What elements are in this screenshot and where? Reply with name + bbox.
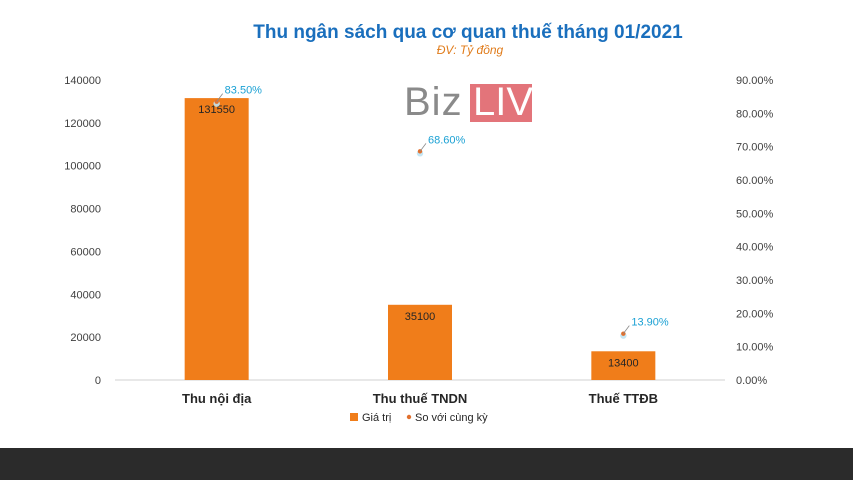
- y-axis-right: 0.00% 10.00% 20.00% 30.00% 40.00% 50.00% 60.00…: [736, 75, 774, 387]
- point-value-label: 83.50%: [225, 85, 263, 97]
- x-axis-categories: Thu nội địa Thu thuế TNDN Thuế TTĐB: [182, 391, 658, 406]
- bar-series: 131550 35100 13400: [184, 98, 656, 380]
- bar-value-label: 13400: [608, 357, 639, 369]
- category-label: Thu thuế TNDN: [373, 391, 468, 406]
- category-label: Thu nội địa: [182, 391, 252, 406]
- y-right-tick-label: 0.00%: [736, 375, 767, 387]
- y-left-tick-label: 20000: [70, 332, 101, 344]
- y-left-tick-label: 140000: [64, 75, 101, 87]
- point-leader-line: [419, 143, 427, 152]
- y-left-tick-label: 60000: [70, 246, 101, 258]
- bar: [184, 98, 249, 380]
- y-right-tick-label: 20.00%: [736, 308, 774, 320]
- y-right-tick-label: 90.00%: [736, 75, 774, 87]
- point-leader-line: [623, 325, 630, 334]
- legend: Giá trị So với cùng kỳ: [350, 412, 488, 424]
- y-right-tick-label: 80.00%: [736, 108, 774, 120]
- legend-bar-swatch: [350, 413, 358, 421]
- bizlive-watermark: Biz LIVE: [404, 80, 560, 124]
- watermark-biz: Biz: [404, 80, 463, 124]
- bar: [388, 304, 452, 380]
- legend-bar-label: Giá trị: [362, 412, 391, 424]
- category-label: Thuế TTĐB: [589, 391, 658, 406]
- y-right-tick-label: 10.00%: [736, 342, 774, 354]
- y-axis-left: 0 20000 40000 60000 80000 100000 120000 140000: [64, 75, 101, 387]
- y-right-tick-label: 60.00%: [736, 175, 774, 187]
- y-left-tick-label: 40000: [70, 289, 101, 301]
- bar-value-label: 131550: [198, 104, 235, 116]
- point-value-label: 13.90%: [631, 317, 669, 329]
- point-leader-line: [216, 93, 223, 102]
- y-left-tick-label: 100000: [64, 161, 101, 173]
- legend-point-label: So với cùng kỳ: [415, 412, 488, 424]
- legend-point-swatch: [406, 414, 412, 420]
- y-left-tick-label: 120000: [64, 118, 101, 130]
- watermark-live-background: [470, 84, 532, 122]
- footer-bar: [0, 448, 853, 480]
- y-right-tick-label: 50.00%: [736, 208, 774, 220]
- y-right-tick-label: 40.00%: [736, 242, 774, 254]
- bar: [591, 351, 656, 380]
- watermark-live: LIVE: [473, 80, 560, 124]
- chart-subtitle: ĐV: Tỷ đồng: [437, 43, 504, 57]
- percent-series: 83.50% 68.60% 13.90%: [213, 85, 669, 339]
- point-value-label: 68.60%: [428, 134, 466, 146]
- y-right-tick-label: 30.00%: [736, 275, 774, 287]
- chart-title: Thu ngân sách qua cơ quan thuế tháng 01/…: [253, 22, 683, 43]
- y-left-tick-label: 80000: [70, 204, 101, 216]
- y-right-tick-label: 70.00%: [736, 142, 774, 154]
- y-left-tick-label: 0: [95, 375, 101, 387]
- bar-value-label: 35100: [405, 311, 436, 323]
